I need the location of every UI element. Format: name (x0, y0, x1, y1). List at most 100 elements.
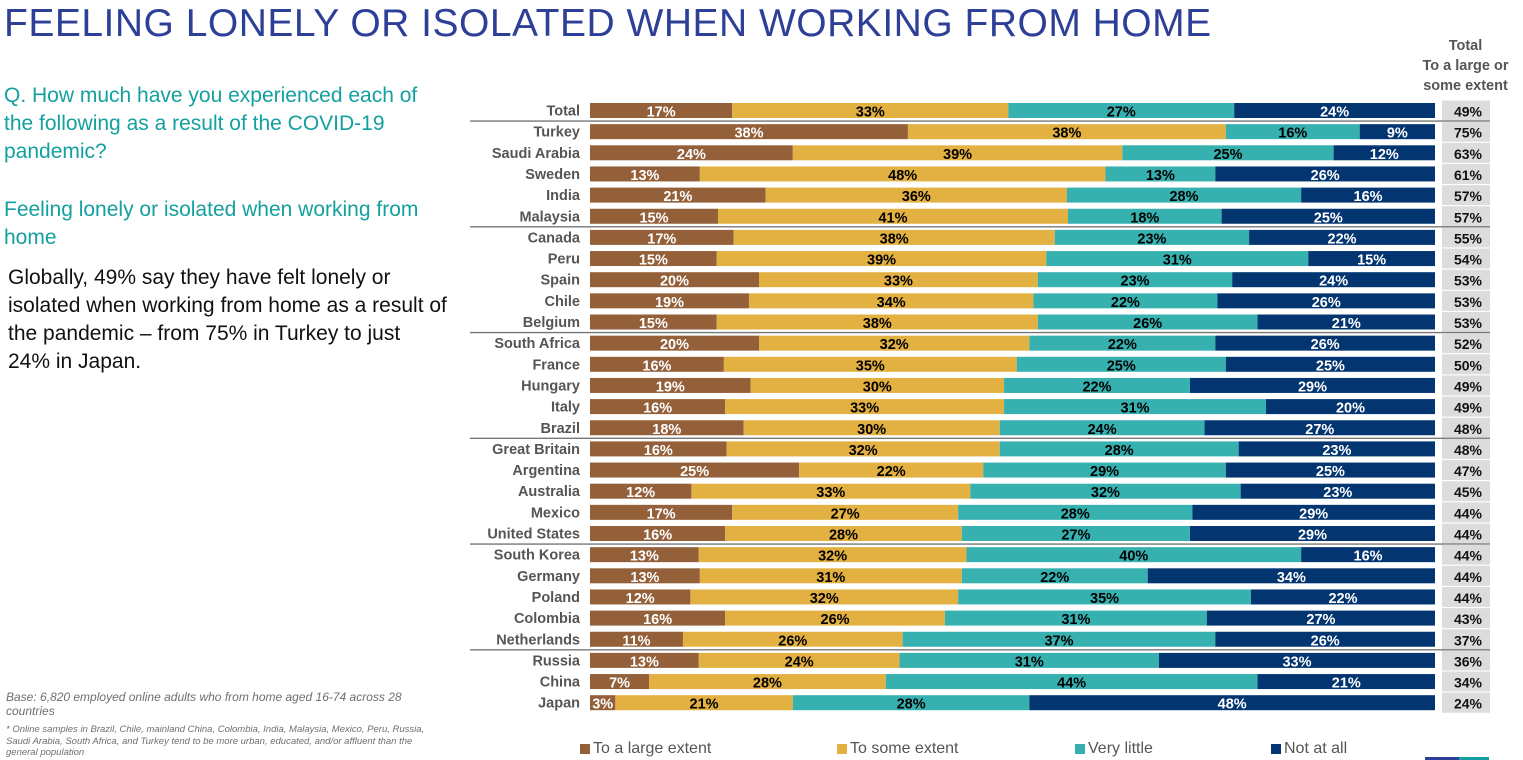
data-label: 29% (1299, 506, 1328, 522)
data-label: 30% (863, 379, 892, 395)
data-label: 24% (1088, 422, 1117, 438)
data-label: 21% (1332, 316, 1361, 332)
data-label: 21% (663, 189, 692, 205)
data-label: 31% (816, 570, 845, 586)
legend-swatch-none (1271, 744, 1281, 754)
total-value: 44% (1454, 569, 1483, 585)
data-label: 33% (816, 485, 845, 501)
bar-segment-large (590, 293, 749, 309)
data-label: 26% (1312, 295, 1341, 311)
data-label: 9% (1387, 126, 1408, 142)
data-label: 16% (643, 612, 672, 628)
category-label: Canada (528, 230, 581, 246)
bar-segment-little (902, 631, 1216, 647)
category-label: South Korea (494, 548, 581, 564)
bar-segment-some (732, 504, 959, 520)
data-label: 27% (1061, 528, 1090, 544)
bar-segment-some (699, 568, 962, 584)
legend-item-none: Not at all (1271, 740, 1347, 758)
bar-segment-large (590, 356, 724, 372)
total-cell (1442, 417, 1490, 438)
bar-segment-some (723, 356, 1017, 372)
bar-segment-large (590, 674, 650, 690)
data-label: 19% (656, 379, 685, 395)
bar-segment-large (590, 420, 744, 436)
data-label: 16% (643, 528, 672, 544)
category-label: Argentina (512, 463, 581, 479)
bar-segment-large (590, 251, 717, 267)
data-label: 32% (849, 443, 878, 459)
data-label: 23% (1322, 443, 1351, 459)
data-label: 32% (1091, 485, 1120, 501)
total-cell (1442, 269, 1490, 290)
bar-segment-little (983, 462, 1226, 478)
data-label: 17% (647, 231, 676, 247)
data-label: 29% (1090, 464, 1119, 480)
data-label: 29% (1298, 528, 1327, 544)
data-label: 48% (1218, 697, 1247, 713)
data-label: 23% (1121, 274, 1150, 290)
bar-segment-little (1033, 293, 1218, 309)
data-label: 34% (877, 295, 906, 311)
category-label: South Africa (494, 336, 581, 352)
bar-segment-large (590, 145, 793, 161)
total-cell (1442, 692, 1490, 713)
total-value: 53% (1454, 294, 1483, 310)
total-header-line: To a large or (1422, 58, 1509, 74)
bar-segment-some (725, 526, 962, 541)
bar-segment-some (716, 251, 1047, 267)
data-label: 48% (888, 168, 917, 184)
total-cell (1442, 142, 1490, 163)
bar-segment-none (1257, 314, 1435, 330)
total-cell (1442, 227, 1490, 248)
data-label: 26% (1311, 337, 1340, 353)
data-label: 12% (626, 485, 655, 501)
data-label: 37% (1044, 633, 1073, 649)
category-label: France (532, 357, 580, 373)
bar-segment-some (759, 272, 1038, 288)
category-label: Sweden (525, 167, 580, 183)
bar-segment-none (1225, 356, 1435, 372)
data-label: 26% (821, 612, 850, 628)
legend-swatch-some (837, 744, 847, 754)
bar-segment-large (590, 631, 683, 647)
data-label: 12% (1370, 147, 1399, 163)
category-label: Japan (538, 696, 580, 712)
bar-segment-none (1029, 695, 1435, 711)
bar-segment-little (1105, 166, 1216, 182)
data-label: 38% (734, 126, 763, 142)
category-label: United States (487, 527, 580, 543)
bar-segment-some (682, 631, 903, 647)
data-label: 15% (639, 253, 668, 269)
total-cell (1442, 375, 1490, 396)
bar-segment-none (1359, 124, 1435, 140)
bar-segment-some (615, 695, 793, 711)
category-label: Turkey (534, 125, 580, 141)
total-value: 44% (1454, 505, 1483, 521)
data-label: 16% (1354, 189, 1383, 205)
data-label: 28% (1169, 189, 1198, 205)
bar-segment-large (590, 610, 726, 626)
data-label: 28% (897, 697, 926, 713)
total-cell (1442, 290, 1490, 311)
bar-segment-some (690, 589, 959, 605)
category-label: Spain (541, 273, 580, 289)
total-cell (1442, 206, 1490, 227)
bar-segment-none (1217, 293, 1435, 309)
bar-segment-some (799, 462, 984, 478)
bar-segment-little (1004, 377, 1190, 393)
bar-segment-little (966, 547, 1302, 563)
category-label: Saudi Arabia (492, 146, 581, 162)
data-label: 13% (630, 570, 659, 586)
bar-segment-large (590, 441, 727, 457)
data-label: 31% (1163, 253, 1192, 269)
bar-segment-little (1067, 208, 1222, 224)
data-label: 27% (831, 506, 860, 522)
data-label: 31% (1061, 612, 1090, 628)
bar-segment-large (590, 229, 734, 245)
bar-segment-little (1037, 272, 1233, 288)
total-cell (1442, 354, 1490, 375)
total-value: 48% (1454, 442, 1483, 458)
category-label: Peru (548, 252, 580, 268)
data-label: 24% (677, 147, 706, 163)
